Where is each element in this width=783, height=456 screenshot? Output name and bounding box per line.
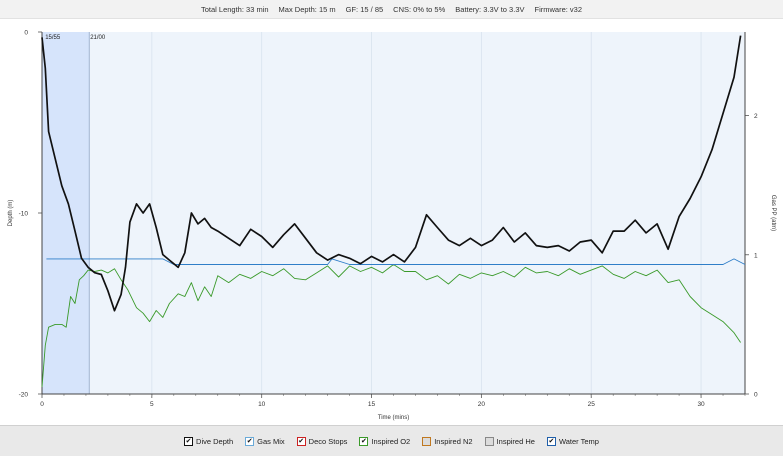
dive-summary-bar: Total Length: 33 min Max Depth: 15 m GF:… [0, 0, 783, 19]
y2-tick-label: 2 [754, 113, 758, 120]
legend-item-water-temp[interactable]: ✔ Water Temp [546, 436, 599, 446]
gas-switch-label: 15/55 [45, 35, 61, 41]
gas-mix-band [42, 32, 90, 394]
y-tick-label: -20 [19, 392, 29, 399]
y-tick-label: -10 [19, 211, 29, 218]
deco-stops-checkbox[interactable]: ✔ [296, 436, 306, 446]
legend-label-inspired-n2: Inspired N2 [434, 436, 473, 446]
legend-item-inspired-n2[interactable]: Inspired N2 [422, 436, 473, 446]
series-line-inspired-o2 [41, 264, 741, 388]
legend-item-inspired-he[interactable]: Inspired He [484, 436, 535, 446]
series-line-gas-mix [46, 258, 746, 265]
inspired-o2-checkbox[interactable]: ✔ [359, 436, 369, 446]
y-axis-label: Depth (m) [8, 200, 14, 227]
dive-profile-chart[interactable]: 0 5 10 15 20 25 30 0 -10 -20 0 1 2 Time (mins) Depth (… [0, 18, 783, 425]
max-depth-text: Max Depth: 15 m [278, 4, 336, 14]
legend-item-deco-stops[interactable]: ✔ Deco Stops [296, 436, 348, 446]
inspired-he-checkbox[interactable] [484, 436, 494, 446]
legend-label-inspired-he: Inspired He [496, 436, 535, 446]
legend-label-deco-stops: Deco Stops [308, 436, 348, 446]
firmware-text: Firmware: v32 [534, 4, 583, 14]
inspired-n2-checkbox[interactable] [422, 436, 432, 446]
x-tick-label: 30 [697, 401, 705, 408]
x-axis-label: Time (mins) [378, 415, 409, 421]
water-temp-checkbox[interactable]: ✔ [546, 436, 556, 446]
y2-tick-label: 1 [754, 252, 758, 259]
legend-label-dive-depth: Dive Depth [196, 436, 234, 446]
gradient-factor-text: GF: 15 / 85 [345, 4, 384, 14]
gas-switch-label: 21/00 [90, 35, 106, 41]
x-tick-label: 0 [40, 401, 44, 408]
legend-item-inspired-o2[interactable]: ✔ Inspired O2 [359, 436, 411, 446]
x-tick-label: 20 [478, 401, 486, 408]
y2-tick-label: 0 [754, 392, 758, 399]
legend-item-gas-mix[interactable]: ✔ Gas Mix [245, 436, 285, 446]
y-tick-label: 0 [24, 30, 28, 37]
battery-text: Battery: 3.3V to 3.3V [455, 4, 525, 14]
legend-label-gas-mix: Gas Mix [257, 436, 285, 446]
x-tick-label: 15 [368, 401, 376, 408]
x-tick-label: 10 [258, 401, 266, 408]
plot-area [42, 32, 745, 394]
x-tick-label: 5 [150, 401, 154, 408]
legend-label-inspired-o2: Inspired O2 [371, 436, 411, 446]
legend-item-dive-depth[interactable]: ✔ Dive Depth [184, 436, 234, 446]
y2-axis-label: Gas PP (atm) [770, 195, 776, 231]
cns-text: CNS: 0% to 5% [393, 4, 446, 14]
total-length-text: Total Length: 33 min [200, 4, 269, 14]
series-legend: ✔ Dive Depth ✔ Gas Mix ✔ Deco Stops ✔ In… [0, 425, 783, 456]
dive-depth-checkbox[interactable]: ✔ [184, 436, 194, 446]
x-tick-label: 25 [588, 401, 596, 408]
series-line-dive-depth [41, 35, 742, 312]
legend-label-water-temp: Water Temp [558, 436, 599, 446]
gas-mix-checkbox[interactable]: ✔ [245, 436, 255, 446]
